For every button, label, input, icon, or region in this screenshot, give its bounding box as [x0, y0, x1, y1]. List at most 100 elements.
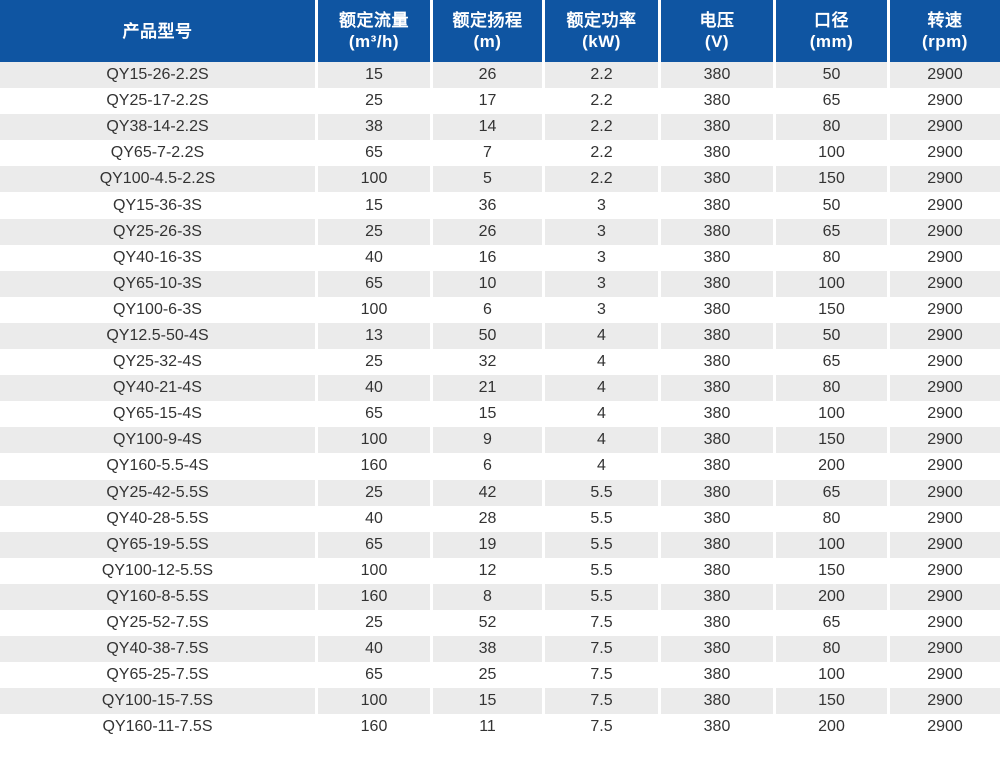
value-cell: 2900: [887, 296, 1000, 323]
table-row: QY25-42-5.5S 25 42 5.5 380 65 2900: [0, 479, 1000, 506]
value-cell: 2900: [887, 662, 1000, 689]
value-cell: 3: [542, 218, 658, 245]
value-cell: 7.5: [542, 714, 658, 741]
model-cell: QY65-10-3S: [113, 274, 202, 292]
value-cell: 6: [430, 453, 542, 480]
header-unit: (V): [704, 32, 730, 51]
header-speed: 转速 (rpm): [887, 0, 1000, 62]
value-cell: 25: [315, 479, 430, 506]
value-cell: 19: [430, 531, 542, 558]
value-cell: 7.5: [542, 662, 658, 689]
value-cell: 10: [430, 270, 542, 297]
value-cell: 2900: [887, 688, 1000, 715]
value-cell: 15: [430, 401, 542, 428]
value-cell: 80: [773, 375, 887, 402]
model-cell: QY100-6-3S: [113, 300, 202, 318]
value-cell: 100: [773, 662, 887, 689]
header-unit: (m³/h): [348, 32, 400, 51]
value-cell: 3: [542, 244, 658, 271]
value-cell: 65: [315, 662, 430, 689]
value-cell: 380: [658, 62, 773, 89]
value-cell: 80: [773, 505, 887, 532]
value-cell: 2900: [887, 88, 1000, 115]
value-cell: 380: [658, 505, 773, 532]
model-cell: QY40-38-7.5S: [106, 640, 209, 658]
model-cell: QY25-52-7.5S: [106, 614, 209, 632]
value-cell: 160: [315, 583, 430, 610]
value-cell: 200: [773, 714, 887, 741]
value-cell: 380: [658, 557, 773, 584]
value-cell: 160: [315, 714, 430, 741]
value-cell: 380: [658, 322, 773, 350]
model-cell: QY25-26-3S: [113, 222, 202, 240]
value-cell: 150: [773, 557, 887, 584]
value-cell: 26: [430, 218, 542, 245]
value-cell: 15: [315, 192, 430, 219]
header-rated-flow: 额定流量 (m³/h): [315, 0, 430, 62]
value-cell: 16: [430, 244, 542, 271]
value-cell: 380: [658, 244, 773, 271]
table-row: QY100-6-3S 100 6 3 380 150 2900: [0, 296, 1000, 323]
value-cell: 2.2: [542, 140, 658, 167]
table-row: QY12.5-50-4S 13 50 4 380 50 2900: [0, 322, 1000, 350]
value-cell: 40: [315, 505, 430, 532]
header-unit: (rpm): [922, 32, 968, 51]
table-row: QY65-10-3S 65 10 3 380 100 2900: [0, 270, 1000, 297]
value-cell: 2900: [887, 166, 1000, 193]
value-cell: 2900: [887, 531, 1000, 558]
model-cell: QY100-12-5.5S: [101, 561, 214, 579]
value-cell: 4: [542, 453, 658, 480]
table-header-row: 产品型号 额定流量 (m³/h) 额定扬程 (m) 额定功率 (kW) 电压 (…: [0, 0, 1000, 62]
value-cell: 2900: [887, 192, 1000, 219]
value-cell: 50: [773, 192, 887, 219]
value-cell: 160: [315, 453, 430, 480]
model-cell: QY38-14-2.2S: [106, 118, 209, 136]
model-cell: QY15-36-3S: [113, 196, 202, 214]
model-cell: QY25-42-5.5S: [106, 483, 209, 501]
model-cell: QY15-26-2.2S: [106, 66, 209, 84]
value-cell: 65: [315, 270, 430, 297]
value-cell: 2900: [887, 557, 1000, 584]
header-voltage: 电压 (V): [658, 0, 773, 62]
value-cell: 15: [315, 62, 430, 89]
value-cell: 65: [315, 401, 430, 428]
value-cell: 5.5: [542, 479, 658, 506]
value-cell: 12: [430, 557, 542, 584]
value-cell: 380: [658, 88, 773, 115]
header-rated-power: 额定功率 (kW): [542, 0, 658, 62]
pump-spec-table: 产品型号 额定流量 (m³/h) 额定扬程 (m) 额定功率 (kW) 电压 (…: [0, 0, 1000, 741]
table-row: QY160-5.5-4S 160 6 4 380 200 2900: [0, 453, 1000, 480]
value-cell: 65: [773, 479, 887, 506]
value-cell: 4: [542, 401, 658, 428]
value-cell: 380: [658, 401, 773, 428]
value-cell: 25: [430, 662, 542, 689]
value-cell: 2900: [887, 609, 1000, 637]
value-cell: 13: [315, 322, 430, 350]
value-cell: 380: [658, 662, 773, 689]
value-cell: 11: [430, 714, 542, 741]
table-row: QY25-26-3S 25 26 3 380 65 2900: [0, 218, 1000, 245]
value-cell: 65: [773, 88, 887, 115]
value-cell: 380: [658, 609, 773, 637]
value-cell: 2900: [887, 140, 1000, 167]
value-cell: 40: [315, 636, 430, 663]
table-row: QY25-17-2.2S 25 17 2.2 380 65 2900: [0, 88, 1000, 115]
value-cell: 100: [315, 557, 430, 584]
table-row: QY100-15-7.5S 100 15 7.5 380 150 2900: [0, 688, 1000, 715]
value-cell: 380: [658, 114, 773, 141]
value-cell: 21: [430, 375, 542, 402]
table-row: QY15-26-2.2S 15 26 2.2 380 50 2900: [0, 62, 1000, 89]
value-cell: 380: [658, 166, 773, 193]
value-cell: 28: [430, 505, 542, 532]
value-cell: 65: [773, 218, 887, 245]
header-title: 转速: [927, 11, 963, 30]
value-cell: 5: [430, 166, 542, 193]
value-cell: 17: [430, 88, 542, 115]
value-cell: 380: [658, 583, 773, 610]
value-cell: 38: [315, 114, 430, 141]
value-cell: 80: [773, 244, 887, 271]
model-cell: QY40-28-5.5S: [106, 509, 209, 527]
value-cell: 50: [430, 322, 542, 350]
value-cell: 100: [773, 531, 887, 558]
